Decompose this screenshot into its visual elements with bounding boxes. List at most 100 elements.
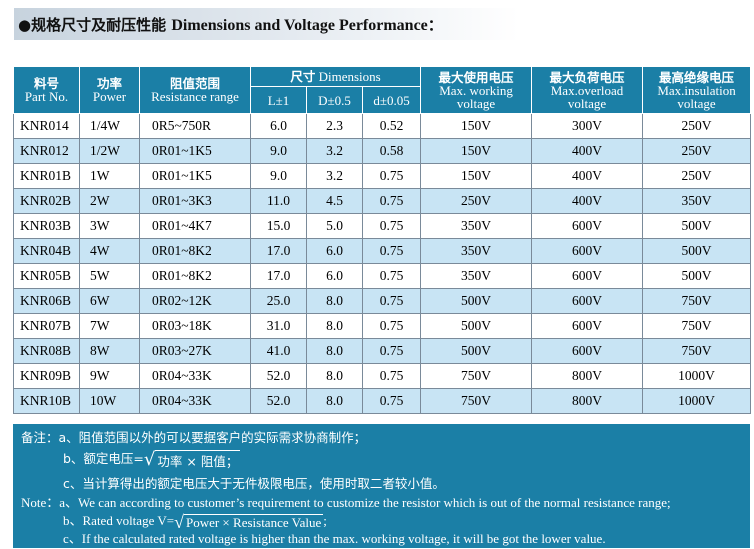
cell-max-overload: 300V [531, 113, 644, 139]
cell-L: 17.0 [250, 238, 307, 264]
table-row: KNR014 1/4W 0R5~750R 6.0 2.3 0.52 150V 300V 250V [13, 113, 752, 139]
cell-L: 41.0 [250, 338, 307, 364]
header-max-working: 最大使用电压 Max. working voltage [420, 66, 533, 114]
table-row: KNR07B 7W 0R03~18K 31.0 8.0 0.75 500V 600V 750V [13, 313, 752, 339]
cell-max-working: 350V [420, 238, 533, 264]
cell-max-insulation: 250V [642, 138, 752, 164]
cell-power: 3W [79, 213, 140, 239]
cell-D: 8.0 [306, 288, 363, 314]
cell-power: 1/4W [79, 113, 140, 139]
cell-D: 6.0 [306, 238, 363, 264]
cell-part-no: KNR01B [13, 163, 80, 189]
cell-d: 0.58 [361, 138, 422, 164]
cell-max-insulation: 1000V [642, 388, 752, 414]
cell-d: 0.75 [361, 213, 422, 239]
cell-max-overload: 600V [531, 338, 644, 364]
cell-resistance-range: 0R03~27K [139, 338, 251, 364]
cell-power: 10W [79, 388, 140, 414]
cell-max-overload: 400V [531, 188, 644, 214]
cell-L: 15.0 [250, 213, 307, 239]
cell-max-working: 250V [420, 188, 533, 214]
note-en-b: b、Rated voltage V=√ Power × Resistance Va… [63, 511, 327, 532]
cell-max-overload: 400V [531, 163, 644, 189]
table-row: KNR03B 3W 0R01~4K7 15.0 5.0 0.75 350V 600V 500V [13, 213, 752, 239]
cell-max-overload: 600V [531, 238, 644, 264]
header-dimensions: 尺寸 Dimensions [249, 65, 422, 88]
cell-D: 8.0 [306, 363, 363, 389]
table-row: KNR02B 2W 0R01~3K3 11.0 4.5 0.75 250V 400V 350V [13, 188, 752, 214]
cell-max-insulation: 250V [642, 113, 752, 139]
table-row: KNR012 1/2W 0R01~1K5 9.0 3.2 0.58 150V 400V 250V [13, 138, 752, 164]
cell-max-insulation: 500V [642, 238, 752, 264]
header-power: 功率 Power [79, 66, 140, 114]
note-en-c: c、If the calculated rated voltage is hig… [63, 531, 606, 546]
cell-max-insulation: 750V [642, 313, 752, 339]
cell-D: 3.2 [306, 163, 363, 189]
spec-table: 料号 Part No. 功率 Power 阻值范围 Resistance range … [13, 65, 752, 414]
cell-d: 0.75 [361, 363, 422, 389]
cell-d: 0.75 [361, 313, 422, 339]
header-resistance-range: 阻值范围 Resistance range [139, 66, 251, 114]
cell-resistance-range: 0R04~33K [139, 363, 251, 389]
cell-d: 0.75 [361, 238, 422, 264]
cell-d: 0.52 [361, 113, 422, 139]
cell-D: 6.0 [306, 263, 363, 289]
cell-max-insulation: 500V [642, 263, 752, 289]
cell-d: 0.75 [361, 188, 422, 214]
bullet-icon: ● [18, 15, 32, 34]
cell-max-overload: 800V [531, 388, 644, 414]
header-L: L±1 [250, 86, 307, 114]
title-en: Dimensions and Voltage Performance [171, 16, 428, 34]
cell-max-working: 350V [420, 263, 533, 289]
title-cn: 规格尺寸及耐压性能 [31, 15, 167, 34]
cell-resistance-range: 0R02~12K [139, 288, 251, 314]
cell-L: 52.0 [250, 363, 307, 389]
cell-L: 17.0 [250, 263, 307, 289]
cell-max-working: 150V [420, 113, 533, 139]
cell-d: 0.75 [361, 263, 422, 289]
cell-resistance-range: 0R03~18K [139, 313, 251, 339]
cell-resistance-range: 0R01~1K5 [139, 163, 251, 189]
note-cn-a: 备注：a、阻值范围以外的可以要据客户的实际需求协商制作； [21, 430, 367, 445]
cell-max-working: 500V [420, 288, 533, 314]
cell-d: 0.75 [361, 338, 422, 364]
cell-max-working: 750V [420, 388, 533, 414]
cell-d: 0.75 [361, 163, 422, 189]
header-D: D±0.5 [306, 86, 363, 114]
cell-power: 6W [79, 288, 140, 314]
cell-D: 8.0 [306, 313, 363, 339]
cell-L: 6.0 [250, 113, 307, 139]
cell-power: 5W [79, 263, 140, 289]
header-part-no: 料号 Part No. [13, 66, 80, 114]
cell-power: 9W [79, 363, 140, 389]
notes-panel: 备注：a、阻值范围以外的可以要据客户的实际需求协商制作； b、额定电压=√ 功率 … [13, 424, 750, 548]
cell-resistance-range: 0R5~750R [139, 113, 251, 139]
cell-L: 11.0 [250, 188, 307, 214]
cell-max-overload: 600V [531, 263, 644, 289]
cell-max-insulation: 750V [642, 338, 752, 364]
cell-D: 3.2 [306, 138, 363, 164]
cell-resistance-range: 0R01~4K7 [139, 213, 251, 239]
section-title-bar: ●规格尺寸及耐压性能 Dimensions and Voltage Perfor… [14, 8, 519, 40]
cell-max-overload: 600V [531, 288, 644, 314]
sqrt-icon: √ 功率 × 阻值； [143, 449, 241, 470]
cell-L: 52.0 [250, 388, 307, 414]
cell-d: 0.75 [361, 388, 422, 414]
cell-part-no: KNR08B [13, 338, 80, 364]
cell-resistance-range: 0R04~33K [139, 388, 251, 414]
cell-L: 9.0 [250, 163, 307, 189]
cell-part-no: KNR09B [13, 363, 80, 389]
cell-power: 4W [79, 238, 140, 264]
cell-part-no: KNR10B [13, 388, 80, 414]
title-colon: ： [427, 15, 443, 34]
cell-part-no: KNR014 [13, 113, 80, 139]
cell-D: 8.0 [306, 338, 363, 364]
cell-resistance-range: 0R01~3K3 [139, 188, 251, 214]
table-row: KNR10B 10W 0R04~33K 52.0 8.0 0.75 750V 800V 1000… [13, 388, 752, 414]
cell-max-insulation: 750V [642, 288, 752, 314]
table-row: KNR01B 1W 0R01~1K5 9.0 3.2 0.75 150V 400V 250V [13, 163, 752, 189]
cell-D: 8.0 [306, 388, 363, 414]
cell-max-insulation: 500V [642, 213, 752, 239]
cell-max-working: 500V [420, 313, 533, 339]
cell-D: 2.3 [306, 113, 363, 139]
